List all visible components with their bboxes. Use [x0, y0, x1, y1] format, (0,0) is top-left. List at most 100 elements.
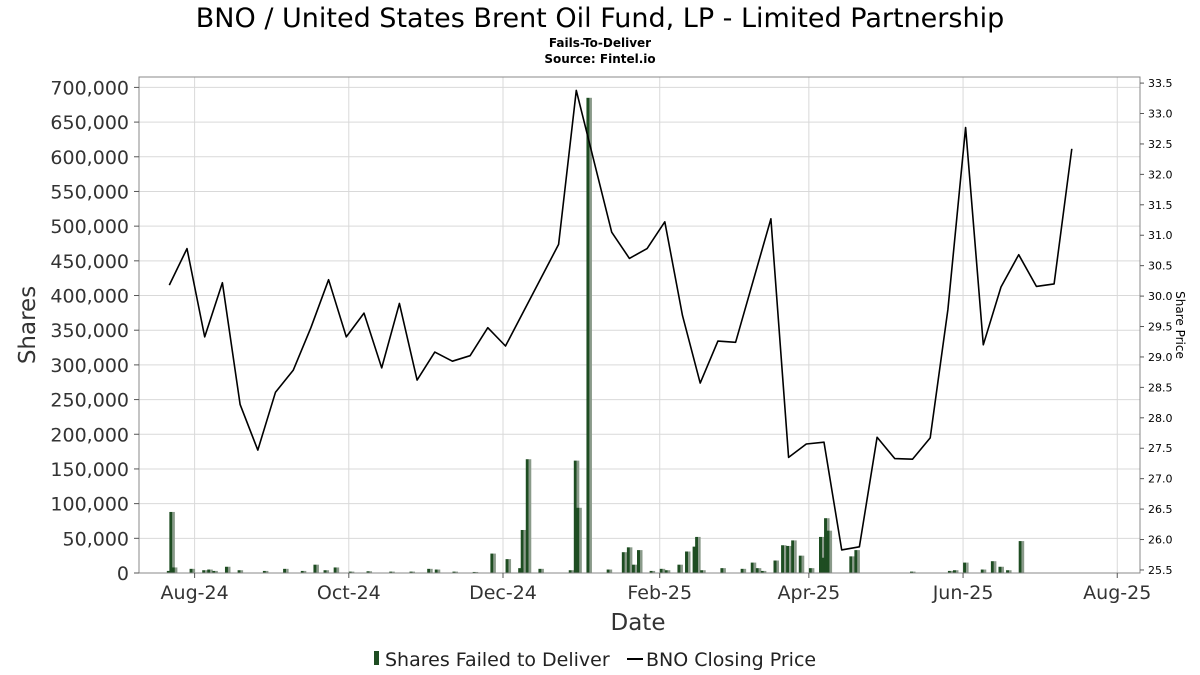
fails-bar	[637, 550, 640, 573]
fails-bar	[750, 562, 754, 573]
fails-bar	[606, 569, 610, 573]
chart-subtitle: Fails-To-Deliver	[549, 36, 651, 50]
fails-bar-shade	[528, 459, 532, 573]
fails-bar-shade	[624, 552, 628, 573]
fails-bar-shade	[801, 555, 805, 573]
y-tick-label: 100,000	[50, 494, 129, 516]
y-tick-label: 300,000	[50, 355, 129, 377]
fails-bar	[207, 569, 211, 573]
y-tick-label: 50,000	[63, 528, 129, 550]
fails-bar	[659, 568, 663, 573]
y-axis-ticks: 0 50,000 100,000 150,000 200,000 250,000 300,0…	[50, 77, 139, 585]
y2-tick-label: 32.5	[1148, 138, 1173, 151]
fails-bar	[568, 570, 572, 573]
fails-bar-shade	[1009, 570, 1012, 573]
fails-bar-shade	[240, 570, 244, 573]
fails-bar	[434, 569, 438, 573]
y-tick-label: 250,000	[50, 390, 129, 412]
fails-bar	[520, 529, 524, 573]
fails-bar-shade	[955, 570, 959, 573]
fails-bar	[910, 571, 913, 573]
fails-bar-shade	[336, 567, 340, 573]
price-line	[168, 89, 1073, 551]
fails-bar-shade	[667, 570, 671, 573]
fails-bar	[664, 570, 668, 573]
fails-bar	[189, 568, 193, 573]
fails-bar-shade	[753, 562, 757, 573]
fails-bar	[821, 557, 825, 573]
fails-bar	[980, 569, 984, 573]
fails-bar-shade	[784, 545, 787, 573]
fails-bar-shade	[743, 568, 747, 573]
fails-bar-shade	[351, 571, 355, 573]
fails-bar	[224, 566, 228, 573]
fails-bar	[760, 570, 764, 573]
fails-bar-shade	[430, 568, 433, 573]
fails-bar	[323, 570, 327, 573]
fails-bar-shade	[723, 568, 726, 573]
fails-bar	[586, 97, 590, 573]
fails-bar	[720, 568, 724, 573]
fails-bar	[505, 559, 509, 573]
x-tick-label: Oct-24	[317, 582, 381, 604]
fails-bar-shade	[703, 570, 706, 573]
fails-bar	[452, 571, 456, 573]
y2-tick-label: 32.0	[1148, 168, 1173, 181]
y-tick-label: 550,000	[50, 181, 129, 203]
fails-bar	[1018, 541, 1022, 573]
fails-bar-shade	[758, 568, 762, 573]
y2-tick-label: 27.5	[1148, 442, 1173, 455]
fails-bar-shade	[811, 568, 815, 573]
y-axis-label: Shares	[15, 286, 41, 364]
y2-tick-label: 28.0	[1148, 412, 1173, 425]
fails-bar	[538, 568, 542, 573]
fails-bar	[824, 518, 828, 573]
fails-bar	[313, 564, 317, 573]
fails-bar	[649, 570, 653, 573]
fails-bar-shade	[993, 561, 997, 573]
fails-bar-shade	[794, 540, 797, 573]
fails-bar-shade	[652, 570, 656, 573]
fails-bar-shade	[412, 571, 415, 573]
fails-bar-shade	[571, 570, 575, 573]
fails-bar-shade	[966, 562, 969, 573]
fails-bar	[166, 570, 170, 573]
fails-bar	[409, 571, 413, 573]
y2-tick-label: 29.5	[1148, 321, 1173, 334]
legend-bar-label: Shares Failed to Deliver	[385, 649, 610, 671]
fails-bar	[1006, 570, 1010, 573]
fails-bar-shade	[303, 570, 307, 573]
y2-tick-label: 30.0	[1148, 290, 1173, 303]
fails-bar	[237, 570, 241, 573]
y2-tick-label: 28.5	[1148, 381, 1173, 394]
x-axis-ticks: Aug-24 Oct-24 Dec-24 Feb-25 Apr-25 Jun-25 Aug-…	[161, 573, 1151, 604]
fails-bar	[490, 553, 494, 573]
fails-bar-shade	[1001, 566, 1004, 573]
price-line-group	[168, 89, 1073, 551]
fails-bar-shade	[508, 559, 512, 573]
fails-bar-shade	[210, 569, 213, 573]
fails-bar-shade	[634, 564, 638, 573]
fails-bar	[631, 564, 635, 573]
fails-bar	[518, 568, 522, 573]
fails-bar-shade	[579, 507, 582, 573]
fails-bar	[791, 540, 795, 573]
fails-bar-shade	[437, 569, 441, 573]
y2-tick-label: 26.0	[1148, 534, 1173, 547]
fails-bar	[808, 568, 812, 573]
fails-bar	[472, 571, 476, 573]
fails-bar-shade	[857, 550, 860, 573]
fails-bar	[171, 567, 175, 573]
fails-bar	[952, 570, 956, 573]
fails-bar-shade	[192, 568, 196, 573]
y2-tick-label: 26.5	[1148, 503, 1173, 516]
fails-bar	[692, 546, 696, 573]
y2-tick-label: 25.5	[1148, 564, 1173, 577]
fails-bar-shade	[698, 536, 701, 573]
fails-bar-shade	[852, 556, 855, 573]
plot-area-frame	[138, 76, 1141, 574]
y2-axis-ticks: 25.5 26.0 26.5 27.0 27.5 28.0 28.5 29.0 29.5 30.0…	[1140, 77, 1173, 577]
x-tick-label: Apr-25	[778, 582, 841, 604]
legend-bar-swatch	[374, 651, 379, 665]
